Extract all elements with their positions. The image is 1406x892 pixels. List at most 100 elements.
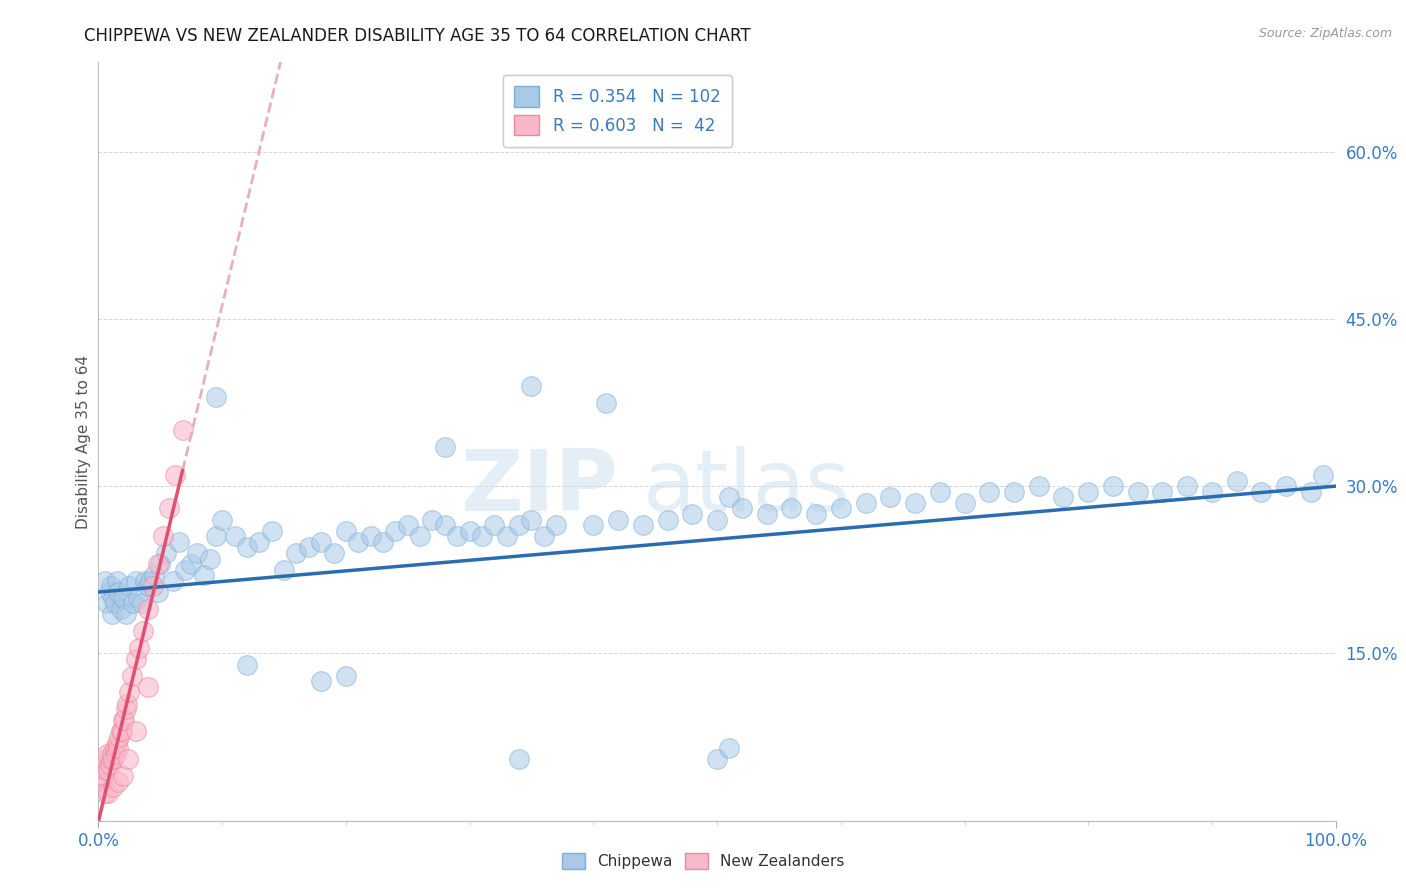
Point	[433, 518, 456, 533]
Point	[134, 574, 156, 588]
Point	[93, 786, 115, 800]
Point	[152, 529, 174, 543]
Point	[433, 440, 456, 454]
Point	[105, 735, 128, 749]
Point	[115, 697, 138, 711]
Point	[657, 512, 679, 526]
Point	[167, 535, 190, 549]
Point	[396, 518, 419, 533]
Point	[731, 501, 754, 516]
Point	[595, 395, 617, 409]
Point	[136, 602, 159, 616]
Point	[236, 541, 259, 555]
Point	[211, 512, 233, 526]
Point	[520, 378, 543, 392]
Point	[146, 557, 169, 572]
Point	[718, 491, 741, 505]
Point	[114, 702, 136, 716]
Point	[112, 714, 135, 728]
Point	[146, 585, 169, 599]
Point	[93, 764, 115, 778]
Point	[780, 501, 803, 516]
Point	[112, 591, 135, 605]
Point	[124, 574, 146, 588]
Point	[371, 535, 394, 549]
Point	[124, 652, 146, 666]
Point	[174, 563, 197, 577]
Point	[582, 518, 605, 533]
Point	[422, 512, 444, 526]
Point	[110, 724, 132, 739]
Point	[118, 580, 141, 594]
Point	[100, 580, 122, 594]
Point	[122, 596, 145, 610]
Point	[98, 758, 121, 772]
Point	[157, 501, 180, 516]
Point	[198, 551, 221, 566]
Point	[114, 607, 136, 622]
Point	[121, 669, 143, 683]
Point	[309, 674, 332, 689]
Point	[458, 524, 481, 538]
Point	[90, 758, 112, 772]
Point	[93, 574, 115, 588]
Point	[309, 535, 332, 549]
Point	[546, 518, 568, 533]
Point	[520, 512, 543, 526]
Point	[124, 724, 146, 739]
Point	[131, 596, 153, 610]
Point	[273, 563, 295, 577]
Point	[103, 752, 125, 766]
Point	[879, 491, 901, 505]
Point	[224, 529, 246, 543]
Point	[127, 591, 149, 605]
Point	[904, 496, 927, 510]
Point	[260, 524, 283, 538]
Point	[1077, 484, 1099, 499]
Point	[508, 752, 530, 766]
Point	[928, 484, 950, 499]
Point	[97, 764, 120, 778]
Point	[471, 529, 494, 543]
Point	[107, 585, 129, 599]
Point	[1226, 474, 1249, 488]
Point	[706, 512, 728, 526]
Point	[162, 574, 184, 588]
Point	[118, 685, 141, 699]
Point	[446, 529, 468, 543]
Text: atlas: atlas	[643, 445, 851, 529]
Point	[631, 518, 654, 533]
Point	[855, 496, 877, 510]
Point	[409, 529, 432, 543]
Point	[112, 714, 135, 728]
Point	[384, 524, 406, 538]
Point	[1102, 479, 1125, 493]
Point	[1126, 484, 1149, 499]
Legend: Chippewa, New Zealanders: Chippewa, New Zealanders	[555, 847, 851, 875]
Point	[236, 657, 259, 672]
Point	[1312, 468, 1334, 483]
Point	[165, 468, 187, 483]
Point	[755, 507, 778, 521]
Text: CHIPPEWA VS NEW ZEALANDER DISABILITY AGE 35 TO 64 CORRELATION CHART: CHIPPEWA VS NEW ZEALANDER DISABILITY AGE…	[84, 27, 751, 45]
Point	[108, 730, 131, 744]
Point	[1152, 484, 1174, 499]
Point	[1250, 484, 1272, 499]
Point	[953, 496, 976, 510]
Point	[1299, 484, 1322, 499]
Point	[107, 774, 129, 789]
Point	[112, 769, 135, 783]
Point	[172, 424, 194, 438]
Point	[193, 568, 215, 582]
Point	[533, 529, 555, 543]
Point	[205, 390, 228, 404]
Point	[103, 741, 125, 756]
Point	[247, 535, 270, 549]
Point	[105, 574, 128, 588]
Point	[1275, 479, 1298, 493]
Point	[1201, 484, 1223, 499]
Point	[91, 774, 114, 789]
Point	[186, 546, 208, 560]
Point	[155, 546, 177, 560]
Point	[347, 535, 370, 549]
